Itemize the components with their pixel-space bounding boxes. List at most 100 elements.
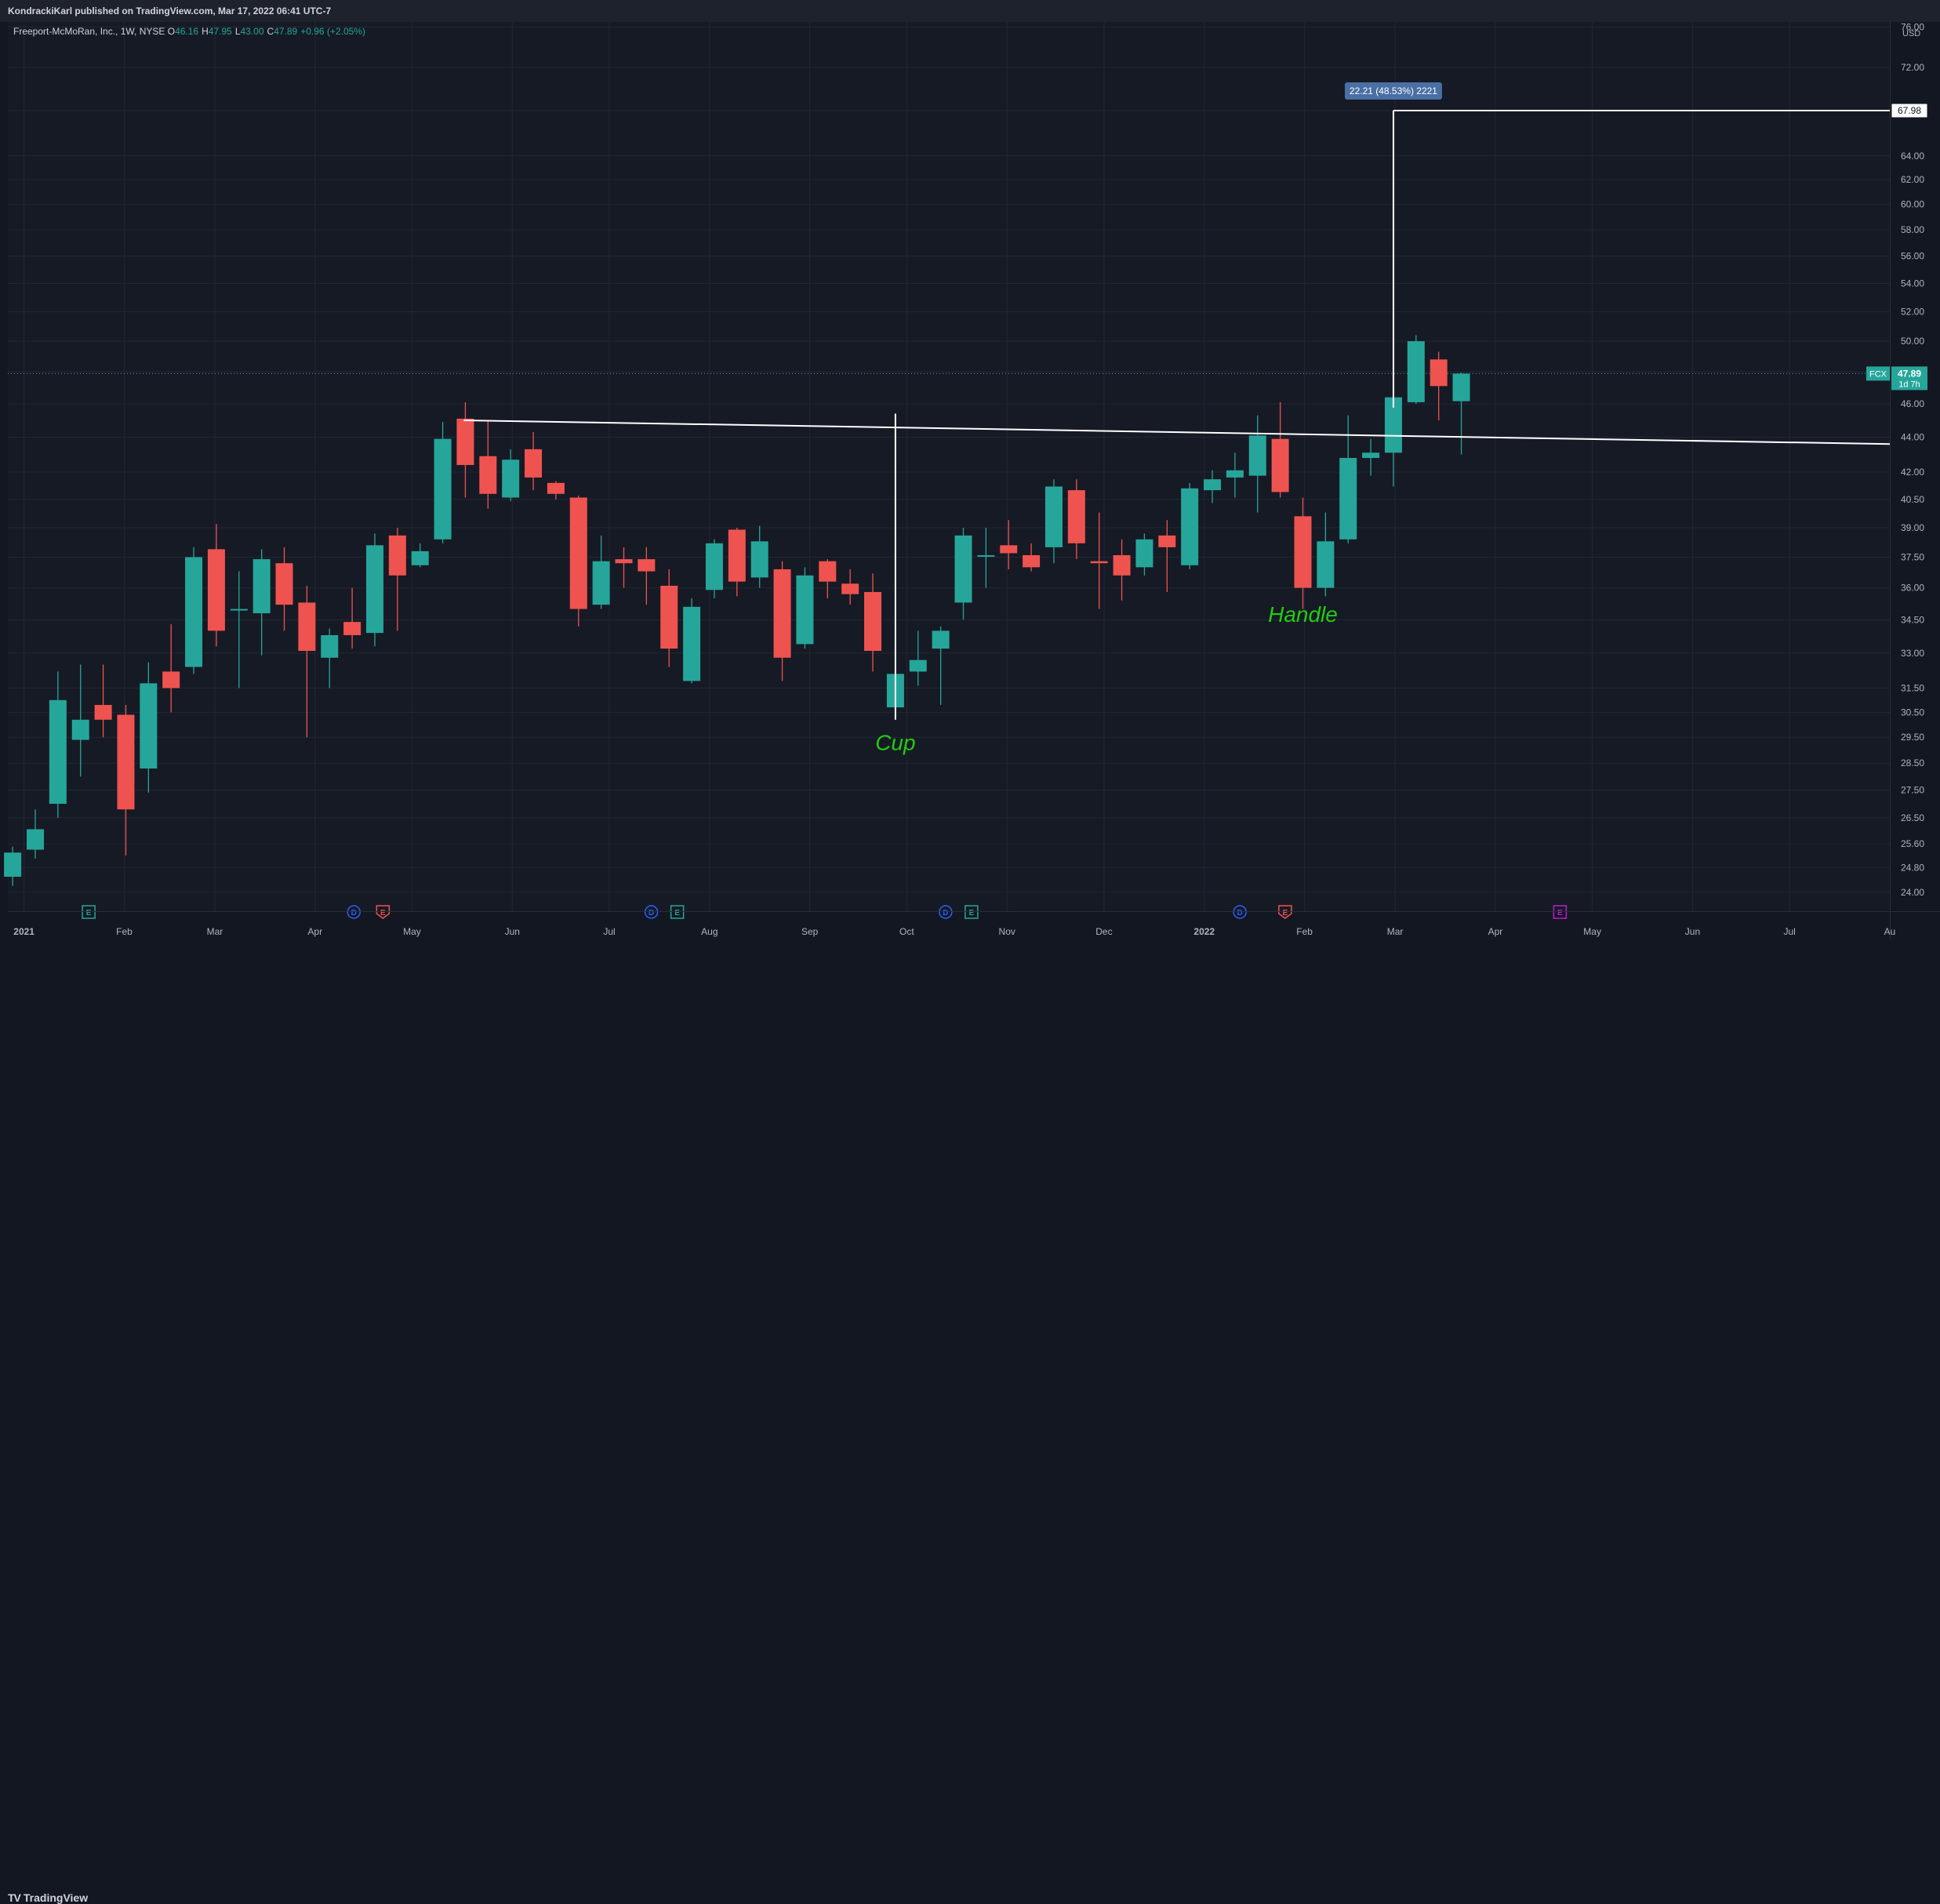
- x-tick-label: Jun: [1685, 926, 1700, 937]
- event-marker-label: E: [1557, 909, 1563, 917]
- candle-body[interactable]: [343, 622, 361, 635]
- open-label: O: [167, 26, 176, 37]
- candle-body[interactable]: [434, 438, 452, 540]
- candle-body[interactable]: [1023, 554, 1041, 568]
- candle-body[interactable]: [1294, 516, 1312, 588]
- y-tick-label: 31.50: [1901, 682, 1924, 693]
- candle-body[interactable]: [1271, 438, 1289, 492]
- candle-body[interactable]: [1226, 470, 1244, 478]
- y-tick-label: 34.50: [1901, 614, 1924, 625]
- currency-label: USD: [1902, 29, 1920, 38]
- candle-body[interactable]: [1317, 541, 1335, 588]
- candle-body[interactable]: [977, 554, 995, 557]
- candle-body[interactable]: [230, 609, 248, 611]
- candle-body[interactable]: [615, 559, 633, 564]
- x-tick-label: Feb: [116, 926, 133, 937]
- candle-body[interactable]: [252, 559, 271, 614]
- tradingview-logo[interactable]: TV TradingView: [8, 1891, 88, 1904]
- candle-body[interactable]: [1181, 488, 1199, 565]
- candle-body[interactable]: [773, 569, 791, 658]
- candle-body[interactable]: [1135, 539, 1153, 568]
- candle-body[interactable]: [365, 545, 383, 634]
- candle-body[interactable]: [660, 585, 678, 649]
- candle-body[interactable]: [1044, 486, 1063, 547]
- candle-body[interactable]: [1204, 479, 1222, 491]
- candle-body[interactable]: [502, 460, 520, 498]
- earnings-marker-icon[interactable]: [670, 905, 685, 919]
- candle-body[interactable]: [796, 575, 814, 645]
- dividend-marker-icon[interactable]: [939, 905, 953, 919]
- earnings-marker-icon[interactable]: [965, 905, 979, 919]
- candle-body[interactable]: [592, 561, 610, 605]
- y-tick-label: 46.00: [1901, 398, 1924, 409]
- dividend-marker-icon[interactable]: [644, 905, 659, 919]
- candle-body[interactable]: [479, 456, 497, 494]
- symbol-legend[interactable]: Freeport-McMoRan, Inc., 1W, NYSE O46.16 H…: [13, 26, 369, 37]
- y-tick-label: 40.50: [1901, 494, 1924, 505]
- candle-body[interactable]: [1090, 561, 1108, 564]
- dividend-marker-icon[interactable]: [1233, 905, 1247, 919]
- tradingview-logo-icon: TV: [8, 1891, 21, 1904]
- candle-body[interactable]: [1452, 373, 1470, 402]
- price-chart[interactable]: 76.00 72.00 64.00 62.00 60.00 58.00 56.00 54.00…: [0, 0, 1940, 971]
- candle-body[interactable]: [1384, 397, 1402, 453]
- candle-body[interactable]: [1339, 457, 1357, 540]
- candle-body[interactable]: [71, 719, 89, 740]
- y-tick-label: 54.00: [1901, 278, 1924, 289]
- candle-body[interactable]: [1407, 341, 1425, 402]
- candle-body[interactable]: [298, 602, 316, 652]
- candle-body[interactable]: [1362, 452, 1380, 458]
- candle-body[interactable]: [705, 543, 723, 590]
- candle-body[interactable]: [1158, 535, 1176, 547]
- x-tick-label: Apr: [1488, 926, 1503, 937]
- x-tick-label: Jun: [505, 926, 520, 937]
- candle-body[interactable]: [275, 563, 293, 605]
- y-tick-label: 76.00: [1901, 21, 1924, 32]
- candle-body[interactable]: [117, 714, 135, 810]
- candle-body[interactable]: [94, 704, 112, 720]
- close-value: 47.89: [274, 26, 298, 37]
- candle-body[interactable]: [547, 482, 565, 494]
- candle-body[interactable]: [411, 550, 429, 565]
- candle-body[interactable]: [819, 561, 837, 582]
- candle-body[interactable]: [49, 699, 67, 805]
- earnings-marker-icon[interactable]: [1553, 905, 1568, 919]
- candle-body[interactable]: [525, 449, 543, 478]
- candle-body[interactable]: [185, 557, 203, 667]
- candle-body[interactable]: [321, 634, 339, 658]
- candle-body[interactable]: [954, 535, 972, 603]
- candle-body[interactable]: [140, 683, 158, 769]
- candle-body[interactable]: [1000, 545, 1018, 554]
- candle-body[interactable]: [4, 852, 22, 878]
- candle-body[interactable]: [909, 659, 927, 672]
- y-tick-label: 60.00: [1901, 199, 1924, 210]
- candle-body[interactable]: [932, 630, 950, 649]
- measure-label-box: [1344, 82, 1442, 100]
- candle-body[interactable]: [26, 829, 44, 850]
- resistance-trendline[interactable]: [463, 419, 1891, 445]
- candle-body[interactable]: [841, 583, 859, 594]
- event-marker-label: E: [86, 909, 92, 917]
- candle-body[interactable]: [207, 549, 225, 631]
- tradingview-logo-text: TradingView: [23, 1891, 89, 1904]
- footer: TV TradingView: [0, 941, 1940, 1904]
- change-value: +0.96 (+2.05%): [300, 26, 365, 37]
- candle-body[interactable]: [162, 671, 180, 689]
- candle-body[interactable]: [388, 535, 406, 576]
- candle-body[interactable]: [683, 606, 701, 681]
- candle-body[interactable]: [1248, 435, 1266, 476]
- candle-body[interactable]: [1067, 490, 1085, 543]
- earnings-marker-icon[interactable]: [82, 905, 96, 919]
- candle-body[interactable]: [1430, 359, 1448, 387]
- earnings-marker-icon[interactable]: [376, 905, 391, 919]
- candle-body[interactable]: [638, 559, 656, 572]
- candle-body[interactable]: [750, 541, 768, 578]
- candle-body[interactable]: [1113, 554, 1131, 576]
- candle-body[interactable]: [728, 529, 746, 582]
- earnings-marker-icon[interactable]: [1278, 905, 1292, 919]
- candle-body[interactable]: [569, 497, 587, 609]
- candle-body[interactable]: [864, 591, 882, 652]
- candle-body[interactable]: [456, 418, 474, 465]
- dividend-marker-icon[interactable]: [347, 905, 361, 919]
- x-tick-label: Mar: [1387, 926, 1404, 937]
